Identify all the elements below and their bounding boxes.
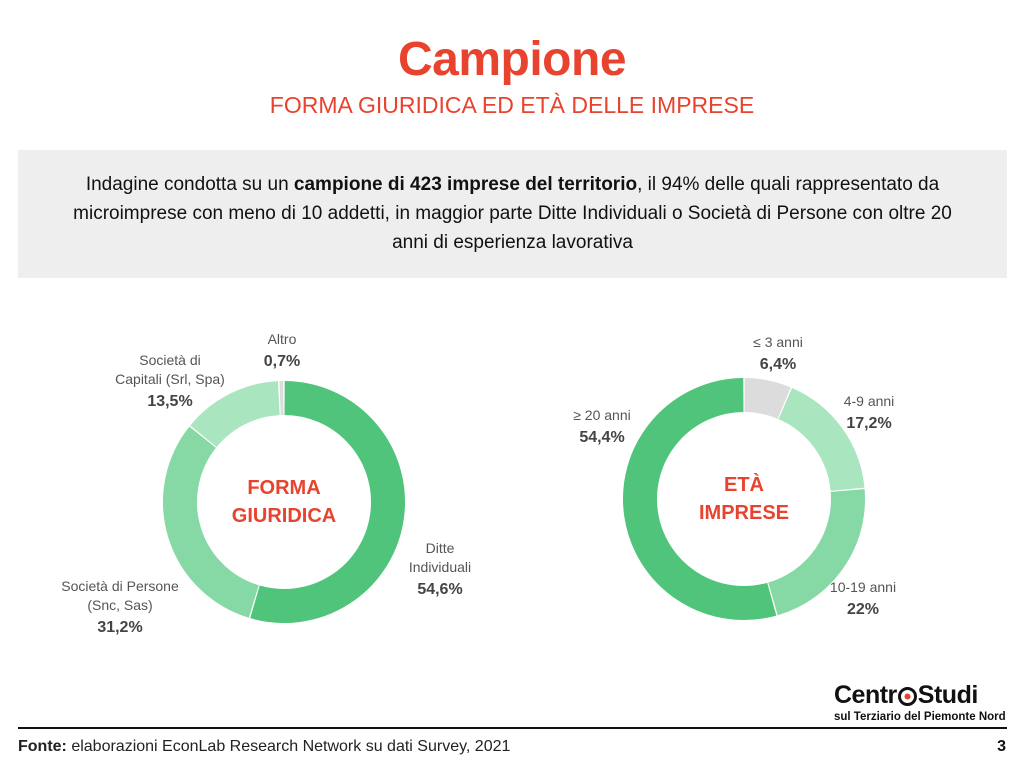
slice-label-group: Altro 0,7% bbox=[264, 331, 300, 370]
intro-text: Indagine condotta su un campione di 423 … bbox=[58, 170, 967, 257]
slice-label: 4-9 anni bbox=[844, 393, 895, 409]
donut-slice-ditte-individuali bbox=[250, 381, 405, 623]
footer-divider bbox=[18, 727, 1007, 729]
donut-slice-4-9-anni bbox=[778, 387, 865, 492]
slice-label-group: ≤ 3 anni 6,4% bbox=[753, 334, 803, 373]
slice-value: 31,2% bbox=[97, 619, 142, 636]
donut-slice-20-anni bbox=[623, 378, 777, 620]
page-number: 3 bbox=[997, 738, 1006, 755]
footer-source: Fonte: elaborazioni EconLab Research Net… bbox=[18, 738, 510, 756]
slice-value: 22% bbox=[847, 601, 879, 618]
slice-label: Società di bbox=[139, 352, 200, 368]
slice-label-group: Società di Persone (Snc, Sas) 31,2% bbox=[61, 578, 179, 636]
footer-source-text: elaborazioni EconLab Research Network su… bbox=[66, 738, 511, 755]
donut-center-label: IMPRESE bbox=[699, 502, 789, 524]
slice-label: Società di Persone bbox=[61, 578, 179, 594]
slice-label-group: Ditte Individuali 54,6% bbox=[409, 540, 471, 598]
page-title: Campione bbox=[397, 33, 627, 86]
slice-label: (Snc, Sas) bbox=[87, 597, 152, 613]
donut-slice-10-19-anni bbox=[767, 489, 865, 616]
slice-value: 13,5% bbox=[147, 393, 192, 410]
footer-source-label: Fonte: bbox=[18, 738, 67, 755]
slice-label-group: ≥ 20 anni 54,4% bbox=[573, 407, 631, 446]
intro-box: Indagine condotta su un campione di 423 … bbox=[18, 150, 1007, 278]
slice-label: Altro bbox=[268, 331, 297, 347]
slice-value: 17,2% bbox=[846, 415, 891, 432]
donut-center-label: FORMA bbox=[247, 477, 320, 499]
logo-wordmark: Centr Studi bbox=[834, 680, 1006, 710]
slice-label: ≤ 3 anni bbox=[753, 334, 803, 350]
intro-part1: Indagine condotta su un bbox=[85, 174, 294, 195]
donut-slice-3-anni bbox=[743, 378, 791, 419]
logo-tagline: sul Terziario del Piemonte Nord bbox=[834, 711, 1006, 723]
centro-studi-logo: Centr Studi sul Terziario del Piemonte No… bbox=[834, 680, 1006, 724]
slice-label-group: Società di Capitali (Srl, Spa) 13,5% bbox=[115, 352, 225, 410]
donut-slice-societ-di-capitali-srl-spa bbox=[190, 381, 281, 448]
slice-label-group: 4-9 anni 17,2% bbox=[844, 393, 895, 432]
slice-label-group: 10-19 anni 22% bbox=[830, 579, 896, 618]
slice-label: Individuali bbox=[409, 559, 471, 575]
slice-value: 6,4% bbox=[760, 356, 796, 373]
intro-bold: campione di 423 imprese del territorio bbox=[293, 174, 638, 195]
logo-target-icon bbox=[897, 686, 917, 706]
slice-value: 54,6% bbox=[417, 581, 462, 598]
slice-value: 54,4% bbox=[579, 429, 624, 446]
donut-center-label: ETÀ bbox=[724, 473, 764, 496]
slice-label: Capitali (Srl, Spa) bbox=[115, 371, 225, 387]
slice-label: Ditte bbox=[426, 540, 455, 556]
donut-center-label: GIURIDICA bbox=[232, 505, 336, 527]
logo-text-left: Centr bbox=[834, 681, 897, 709]
slice-label: 10-19 anni bbox=[830, 579, 896, 595]
page-subtitle: FORMA GIURIDICA ED ETÀ DELLE IMPRESE bbox=[269, 92, 755, 118]
logo-text-right: Studi bbox=[917, 681, 979, 709]
donut-slice-societ-di-persone-snc-sas bbox=[163, 426, 260, 618]
intro-part2: , il 94% delle quali rappresentato da mi… bbox=[73, 174, 952, 253]
slice-value: 0,7% bbox=[264, 353, 300, 370]
slice-label: ≥ 20 anni bbox=[573, 407, 631, 423]
